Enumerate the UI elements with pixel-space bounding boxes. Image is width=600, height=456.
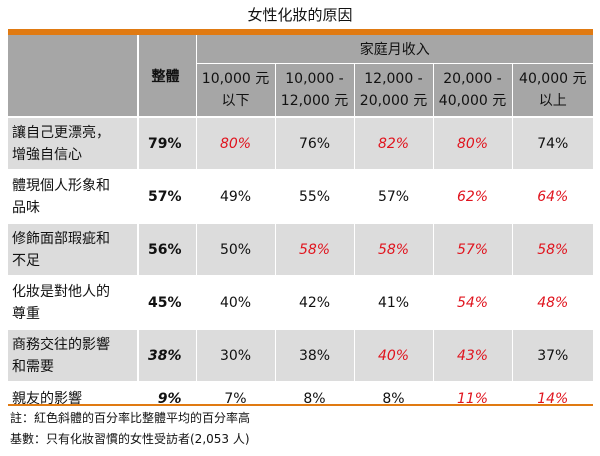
table-row: 化妝是對他人的 尊重 45% 40% 42% 41% 54% 48% [8, 275, 594, 329]
value-cell: 7% [195, 381, 275, 414]
header-income-bracket: 10,000 -12,000 元 [274, 63, 354, 117]
header-income-bracket: 20,000 -40,000 元 [432, 63, 512, 117]
value-cell: 82% [353, 116, 433, 170]
value-cell: 74% [511, 116, 594, 170]
header-income-bracket: 40,000 元以上 [511, 63, 594, 117]
footnote-highlight: 註：紅色斜體的百分率比整體平均的百分率高 [10, 411, 251, 425]
overall-value: 45% [138, 275, 196, 329]
value-cell: 80% [195, 116, 275, 170]
value-cell: 62% [432, 169, 512, 223]
value-cell: 64% [511, 169, 594, 223]
table-row: 體現個人形象和 品味 57% 49% 55% 57% 62% 64% [8, 169, 594, 223]
value-cell: 48% [511, 275, 594, 329]
footnote-base: 基數：只有化妝習慣的女性受訪者(2,053 人) [10, 432, 250, 446]
value-cell: 54% [432, 275, 512, 329]
value-cell: 58% [511, 222, 594, 276]
value-cell: 42% [274, 275, 354, 329]
table-row: 修飾面部瑕疵和 不足 56% 50% 58% 58% 57% 58% [8, 222, 594, 276]
overall-value: 57% [138, 169, 196, 223]
header-category-cell [8, 35, 139, 117]
value-cell: 50% [195, 222, 275, 276]
table-row: 商務交往的影響 和需要 38% 30% 38% 40% 43% 37% [8, 328, 594, 382]
row-label: 化妝是對他人的 尊重 [8, 275, 139, 329]
row-label: 修飾面部瑕疵和 不足 [8, 222, 139, 276]
value-cell: 8% [274, 381, 354, 414]
value-cell: 30% [195, 328, 275, 382]
table-title: 女性化妝的原因 [247, 6, 353, 24]
value-cell: 11% [432, 381, 512, 414]
value-cell: 55% [274, 169, 354, 223]
value-cell: 57% [353, 169, 433, 223]
overall-value: 9% [138, 381, 196, 414]
row-label: 親友的影響 [8, 381, 139, 414]
value-cell: 76% [274, 116, 354, 170]
value-cell: 38% [274, 328, 354, 382]
table-row: 親友的影響 9% 7% 8% 8% 11% 14% [8, 381, 594, 414]
value-cell: 40% [195, 275, 275, 329]
overall-value: 56% [138, 222, 196, 276]
value-cell: 58% [274, 222, 354, 276]
top-accent-rule [8, 29, 593, 35]
header-income-bracket: 12,000 -20,000 元 [353, 63, 433, 117]
value-cell: 8% [353, 381, 433, 414]
value-cell: 14% [511, 381, 594, 414]
bottom-accent-rule [8, 404, 593, 406]
overall-value: 79% [138, 116, 196, 170]
value-cell: 80% [432, 116, 512, 170]
value-cell: 58% [353, 222, 433, 276]
table-row: 讓自己更漂亮， 增強自信心 79% 80% 76% 82% 80% 74% [8, 116, 594, 170]
value-cell: 43% [432, 328, 512, 382]
value-cell: 49% [195, 169, 275, 223]
reasons-table: 整體 家庭月收入 10,000 元以下 10,000 -12,000 元 12,… [8, 35, 594, 414]
value-cell: 37% [511, 328, 594, 382]
overall-value: 38% [138, 328, 196, 382]
header-income-label: 家庭月收入 [195, 35, 594, 64]
header-overall: 整體 [138, 35, 196, 117]
row-label: 讓自己更漂亮， 增強自信心 [8, 116, 139, 170]
row-label: 商務交往的影響 和需要 [8, 328, 139, 382]
value-cell: 57% [432, 222, 512, 276]
header-income-bracket: 10,000 元以下 [195, 63, 275, 117]
value-cell: 40% [353, 328, 433, 382]
row-label: 體現個人形象和 品味 [8, 169, 139, 223]
value-cell: 41% [353, 275, 433, 329]
